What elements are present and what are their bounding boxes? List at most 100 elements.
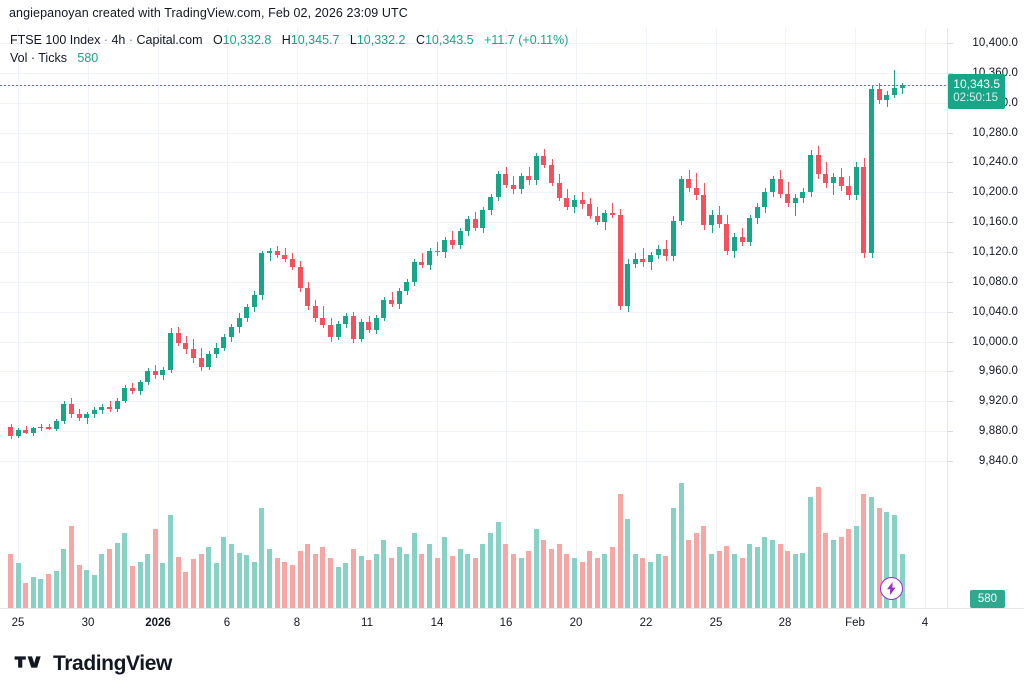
candle-body bbox=[160, 369, 165, 376]
volume-bar bbox=[16, 563, 21, 608]
last-price-badge[interactable]: 10,343.5 02:50:15 bbox=[948, 74, 1005, 109]
price-axis-tick bbox=[948, 282, 953, 283]
price-axis-tick bbox=[948, 192, 953, 193]
gridline-horizontal bbox=[0, 192, 947, 193]
volume-bar bbox=[808, 497, 813, 608]
volume-bar bbox=[541, 540, 546, 608]
candle-body bbox=[648, 254, 653, 263]
price-axis-tick bbox=[948, 252, 953, 253]
volume-bar bbox=[450, 556, 455, 608]
candle-body bbox=[732, 237, 737, 251]
legend-symbol[interactable]: FTSE 100 Index bbox=[10, 33, 101, 47]
candle-wick bbox=[285, 247, 286, 263]
candle-wick bbox=[437, 241, 438, 257]
volume-value-badge[interactable]: 580 bbox=[969, 590, 1005, 608]
candle-body bbox=[244, 307, 249, 318]
candle-body bbox=[488, 196, 493, 211]
candle-body bbox=[138, 381, 143, 391]
gridline-horizontal bbox=[0, 103, 947, 104]
volume-bar bbox=[465, 554, 470, 608]
gridline-horizontal bbox=[0, 431, 947, 432]
volume-bar bbox=[191, 558, 196, 608]
time-axis-label: 22 bbox=[639, 617, 653, 629]
volume-bar bbox=[473, 558, 478, 608]
volume-bar bbox=[290, 565, 295, 608]
volume-bar bbox=[23, 583, 28, 608]
gridline-vertical bbox=[88, 28, 89, 608]
candle-body bbox=[877, 89, 882, 100]
volume-bar bbox=[854, 525, 859, 608]
legend-volume-title[interactable]: Vol · Ticks bbox=[10, 51, 67, 65]
volume-bar bbox=[846, 529, 851, 608]
candle-body bbox=[343, 316, 348, 324]
volume-bar bbox=[602, 554, 607, 608]
candle-body bbox=[275, 250, 280, 255]
volume-bar bbox=[153, 529, 158, 608]
volume-bar bbox=[900, 554, 905, 608]
candle-body bbox=[511, 184, 516, 190]
candle-body bbox=[755, 207, 760, 218]
volume-bar bbox=[115, 542, 120, 608]
volume-bar bbox=[419, 554, 424, 608]
candle-body bbox=[602, 213, 607, 223]
price-axis[interactable]: 10,400.010,360.010,320.010,280.010,240.0… bbox=[947, 28, 1024, 608]
tradingview-logo-icon bbox=[14, 654, 44, 675]
volume-bar bbox=[359, 556, 364, 608]
candle-body bbox=[290, 259, 295, 267]
volume-bar bbox=[861, 493, 866, 608]
candle-body bbox=[610, 213, 615, 215]
gridline-horizontal bbox=[0, 43, 947, 44]
volume-bar bbox=[740, 558, 745, 608]
candle-body bbox=[359, 322, 364, 339]
candle-body bbox=[823, 174, 828, 184]
candle-body bbox=[221, 337, 226, 348]
volume-bar bbox=[366, 559, 371, 608]
candle-body bbox=[374, 317, 379, 330]
candle-body bbox=[869, 89, 874, 254]
volume-bar bbox=[762, 536, 767, 608]
price-axis-label: 10,000.0 bbox=[972, 336, 1018, 348]
candle-body bbox=[191, 349, 196, 359]
price-axis-label: 10,040.0 bbox=[972, 306, 1018, 318]
volume-bar bbox=[328, 558, 333, 608]
candle-wick bbox=[742, 228, 743, 246]
volume-bar bbox=[572, 558, 577, 608]
legend-open-label: O bbox=[212, 33, 223, 47]
candle-body bbox=[259, 253, 264, 296]
price-axis-label: 10,400.0 bbox=[972, 37, 1018, 49]
candle-body bbox=[800, 192, 805, 199]
candle-body bbox=[183, 343, 188, 350]
price-axis-label: 10,080.0 bbox=[972, 276, 1018, 288]
gridline-vertical bbox=[437, 28, 438, 608]
candle-body bbox=[831, 177, 836, 184]
legend-interval[interactable]: 4h bbox=[111, 33, 126, 47]
candle-body bbox=[740, 237, 745, 242]
time-axis-label: 20 bbox=[569, 617, 583, 629]
volume-bar bbox=[31, 576, 36, 608]
price-axis-tick bbox=[948, 401, 953, 402]
candle-body bbox=[686, 178, 691, 188]
candle-body bbox=[122, 387, 127, 401]
gridline-horizontal bbox=[0, 133, 947, 134]
gridline-horizontal bbox=[0, 162, 947, 163]
time-axis[interactable]: 25 30 2026 6 8 11 14 16 20 22 25 28 Feb 4 bbox=[0, 608, 1024, 638]
volume-bar bbox=[793, 554, 798, 608]
volume-bar bbox=[381, 540, 386, 608]
gridline-vertical bbox=[227, 28, 228, 608]
candle-body bbox=[252, 295, 257, 308]
candle-body bbox=[747, 217, 752, 242]
lightning-bolt-icon[interactable] bbox=[880, 577, 904, 600]
candle-body bbox=[99, 406, 104, 411]
last-price-value: 10,343.5 bbox=[953, 77, 1000, 91]
price-axis-tick bbox=[948, 461, 953, 462]
candle-body bbox=[381, 299, 386, 318]
candle-body bbox=[694, 187, 699, 196]
candle-body bbox=[793, 198, 798, 203]
volume-bar bbox=[107, 549, 112, 608]
volume-bar bbox=[480, 543, 485, 608]
volume-bar bbox=[778, 543, 783, 608]
volume-bar bbox=[69, 525, 74, 608]
candle-body bbox=[92, 410, 97, 414]
chart-plot-area[interactable] bbox=[0, 28, 947, 608]
volume-bar bbox=[701, 525, 706, 608]
